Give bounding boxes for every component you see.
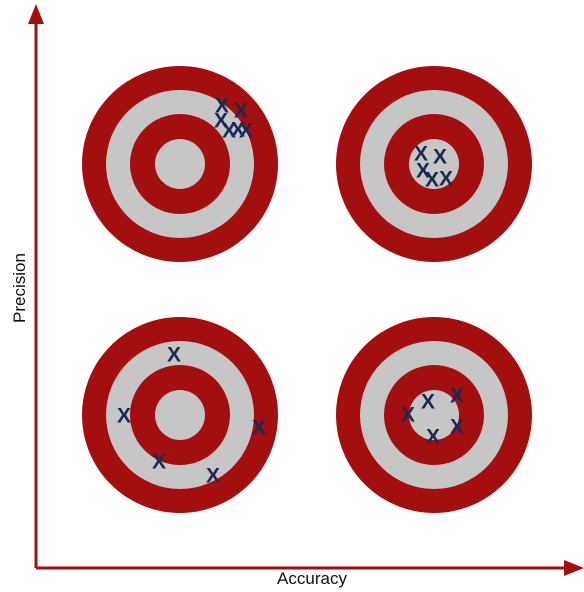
hit-mark: X <box>450 416 464 439</box>
hit-mark: X <box>439 168 453 191</box>
hit-mark: X <box>426 426 440 449</box>
target-top-left: X XXX XX <box>82 66 278 262</box>
hit-mark: X <box>239 120 253 143</box>
hit-mark: X <box>214 110 228 133</box>
hit-mark: X <box>252 417 266 440</box>
x-axis-label: Accuracy <box>277 569 347 588</box>
target-ring <box>409 390 459 440</box>
x-axis-arrowhead <box>564 560 584 576</box>
target-ring <box>155 139 205 189</box>
hit-mark: X <box>206 465 220 488</box>
hit-mark: X <box>152 451 166 474</box>
hit-mark: X <box>421 391 435 414</box>
hit-mark: X <box>401 404 415 427</box>
hit-mark: X <box>167 344 181 367</box>
hit-mark: X <box>222 120 236 143</box>
hit-mark: X <box>450 385 464 408</box>
hit-mark: X <box>425 169 439 192</box>
hit-mark: X <box>414 143 428 166</box>
axes: Accuracy Precision <box>10 4 584 588</box>
target-ring <box>155 390 205 440</box>
hit-mark: X <box>117 405 131 428</box>
y-axis-arrowhead <box>28 4 44 24</box>
hit-mark: X <box>234 100 248 123</box>
hit-mark: X <box>433 146 447 169</box>
target-ring <box>409 139 459 189</box>
hit-mark: X <box>416 160 430 183</box>
hit-mark: X <box>215 95 229 118</box>
y-axis-label: Precision <box>10 253 29 323</box>
target-top-right: X XXX X <box>336 66 532 262</box>
hit-mark: X <box>231 119 245 142</box>
